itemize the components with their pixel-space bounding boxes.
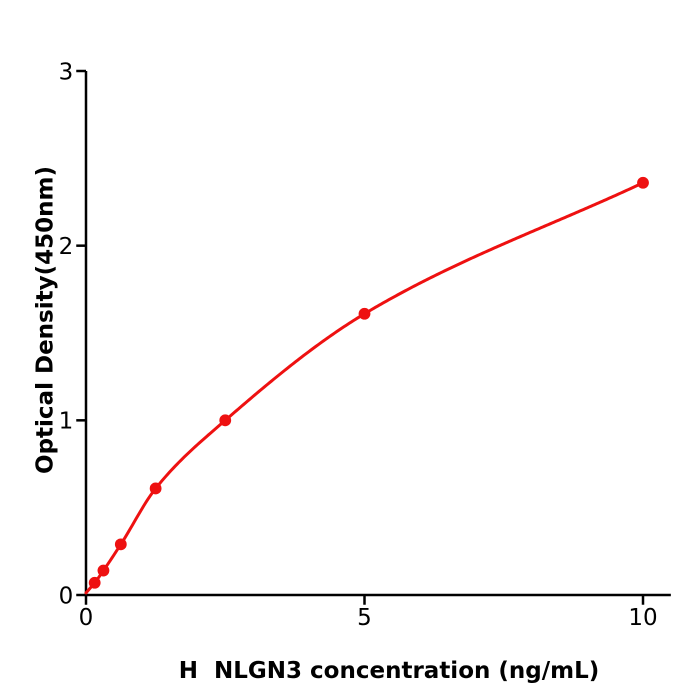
data-point: [637, 176, 649, 189]
data-point: [88, 576, 101, 589]
data-point: [358, 307, 371, 320]
data-point: [114, 538, 127, 551]
y-tick-label: 0: [59, 583, 74, 609]
y-tick-label: 1: [59, 409, 74, 435]
fit-curve: [84, 181, 645, 595]
y-axis-title: Optical Density(450nm): [33, 166, 59, 474]
x-tick-label: 10: [628, 605, 657, 631]
y-tick-label: 3: [59, 59, 74, 85]
x-axis-title: H NLGN3 concentration (ng/mL): [179, 658, 600, 684]
y-tick-label: 2: [59, 234, 74, 260]
x-tick-label: 5: [357, 605, 372, 631]
data-point: [149, 482, 162, 495]
data-point: [219, 414, 232, 427]
x-tick-label: 0: [79, 605, 94, 631]
data-point: [97, 564, 110, 577]
